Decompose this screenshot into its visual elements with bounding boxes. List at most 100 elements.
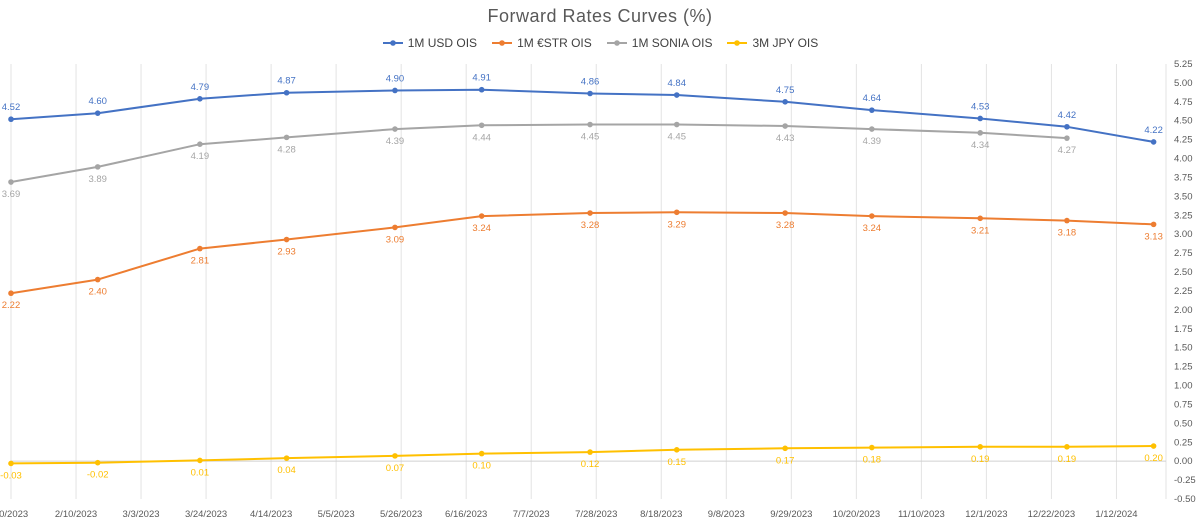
x-tick-label: 9/8/2023 [708, 509, 745, 520]
data-point [1064, 123, 1070, 130]
y-tick-label: 3.50 [1174, 191, 1193, 202]
data-point [283, 89, 290, 96]
data-point [94, 276, 101, 283]
data-point [977, 115, 984, 122]
legend-label: 3M JPY OIS [752, 36, 819, 50]
data-point [478, 122, 485, 129]
legend-swatch [726, 37, 748, 49]
data-point [8, 116, 14, 123]
data-point [587, 449, 593, 455]
data-point [197, 245, 203, 252]
data-label: 4.28 [277, 144, 296, 155]
x-tick-label: 11/10/2023 [898, 509, 945, 520]
data-label: 2.40 [88, 287, 107, 298]
data-point [1150, 221, 1157, 228]
x-tick-label: 9/29/2023 [770, 509, 812, 520]
data-point [1064, 217, 1070, 224]
legend-item: 3M JPY OIS [726, 36, 818, 50]
x-gridlines [10, 64, 1167, 499]
data-label: 4.60 [88, 96, 107, 107]
series-1m-usd-ois: 4.52 4.60 4.79 4.87 4.90 4.91 4.86 4.84 4.75 4.64… [2, 73, 1163, 145]
data-point [283, 455, 290, 461]
data-point [587, 121, 593, 128]
data-label: 0.10 [472, 461, 491, 472]
x-tick-label: 12/1/2023 [965, 509, 1007, 520]
data-label: 4.19 [191, 151, 210, 162]
y-tick-label: 2.00 [1174, 305, 1193, 316]
data-label: 4.91 [472, 73, 491, 84]
data-label: 0.20 [1144, 453, 1163, 464]
legend-item: 1M USD OIS [382, 36, 477, 50]
x-tick-label: 6/16/2023 [445, 509, 487, 520]
legend: 1M USD OIS 1M €STR OIS 1M SONIA OIS 3M JPY … [0, 36, 1200, 50]
y-tick-label: -0.50 [1174, 494, 1196, 505]
y-tick-label: 3.75 [1174, 172, 1193, 183]
y-tick-label: 5.25 [1174, 59, 1193, 70]
data-point [673, 209, 680, 216]
data-label: 4.39 [863, 136, 882, 147]
data-point [1064, 444, 1070, 450]
data-point [283, 236, 290, 243]
legend-item: 1M SONIA OIS [606, 36, 713, 50]
x-tick-label: 8/18/2023 [640, 509, 682, 520]
x-tick-label: 7/7/2023 [513, 509, 550, 520]
data-label: 2.93 [277, 247, 296, 258]
series-1m-str-ois: 2.22 2.40 2.81 2.93 3.09 3.24 3.28 3.29 3.28 3.24… [2, 209, 1163, 311]
x-tick-label: 5/26/2023 [380, 509, 422, 520]
x-tick-label: 12/22/2023 [1028, 509, 1076, 520]
y-tick-label: 4.00 [1174, 154, 1193, 165]
data-point [478, 213, 485, 219]
legend-swatch [491, 37, 513, 49]
data-label: 3.24 [863, 223, 882, 234]
data-label: 4.27 [1058, 145, 1077, 156]
data-label: 4.45 [581, 132, 600, 143]
data-point [869, 213, 875, 219]
data-label: 0.01 [191, 467, 210, 478]
data-point [478, 86, 485, 93]
x-tick-label: 1/12/2024 [1095, 509, 1137, 520]
series-1m-sonia-ois: 3.69 3.89 4.19 4.28 4.39 4.44 4.45 4.45 4.43 4.39… [2, 121, 1077, 200]
data-point [392, 87, 398, 94]
data-label: 0.18 [863, 455, 882, 466]
data-point [782, 123, 788, 129]
legend-label: 1M USD OIS [407, 36, 478, 50]
data-point [283, 134, 290, 141]
data-label: 0.12 [581, 459, 600, 470]
data-label: 4.86 [581, 77, 600, 88]
data-label: 4.79 [191, 82, 210, 93]
legend-label: 1M SONIA OIS [631, 36, 713, 50]
data-point [977, 215, 984, 222]
data-label: 4.75 [776, 85, 795, 96]
data-label: 4.84 [668, 78, 687, 89]
data-point [1150, 443, 1157, 449]
legend-swatch [606, 37, 628, 49]
y-tick-label: 1.00 [1174, 381, 1193, 392]
data-point [587, 90, 593, 97]
data-label: 4.53 [971, 101, 990, 112]
x-tick-label: 3/24/2023 [185, 509, 227, 520]
y-tick-label: 1.75 [1174, 324, 1193, 335]
legend-item: 1M €STR OIS [491, 36, 592, 50]
data-label: 3.13 [1144, 231, 1163, 242]
y-tick-label: 4.25 [1174, 135, 1193, 146]
data-label: 4.44 [472, 132, 491, 143]
y-tick-label: 2.75 [1174, 248, 1193, 259]
data-point [782, 210, 788, 216]
data-point [392, 453, 398, 459]
x-tick-label: 7/28/2023 [575, 509, 617, 520]
x-tick-label: 4/14/2023 [250, 509, 292, 520]
legend-swatch [382, 37, 404, 49]
data-point [197, 457, 203, 464]
data-point [673, 92, 680, 98]
data-label: 3.18 [1058, 228, 1077, 239]
data-label: 4.87 [277, 76, 296, 87]
chart-title: Forward Rates Curves (%) [487, 6, 713, 26]
y-tick-label: 4.50 [1174, 116, 1193, 127]
data-label: 4.43 [776, 133, 795, 144]
y-tick-label: 0.75 [1174, 399, 1193, 410]
y-tick-label: 0.25 [1174, 437, 1193, 448]
y-tick-label: 5.00 [1174, 78, 1193, 89]
y-tick-label: 1.50 [1174, 343, 1193, 354]
data-point [8, 460, 14, 467]
y-tick-label: 0.50 [1174, 418, 1193, 429]
